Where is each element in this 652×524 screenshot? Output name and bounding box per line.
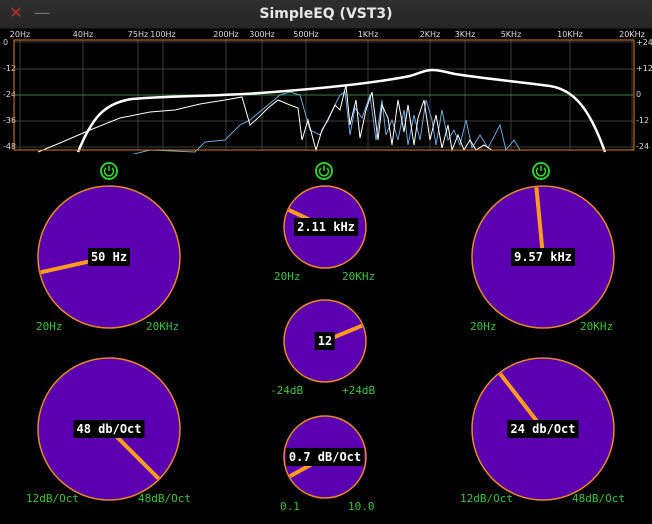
freq-label: 500Hz [293, 30, 319, 39]
peak-freq-min: 20Hz [274, 270, 301, 283]
low-cut-slope-value: 48 db/Oct [73, 420, 145, 438]
freq-label: 1KHz [357, 30, 379, 39]
db-label-right: +12 [636, 64, 652, 73]
freq-label: 10KHz [557, 30, 583, 39]
db-label-left: 0 [3, 38, 9, 47]
high-cut-slope-value: 24 db/Oct [507, 420, 579, 438]
right-channel-spectrum [131, 91, 521, 154]
freq-label: 5KHz [500, 30, 522, 39]
peak-freq-value: 2.11 kHz [294, 218, 358, 236]
freq-label: 100Hz [150, 30, 176, 39]
eq-response-curve [76, 68, 607, 153]
high-cut-freq-max: 20KHz [580, 320, 614, 333]
db-label-left: -36 [3, 116, 17, 125]
peak-quality-value: 0.7 dB/Oct [285, 448, 365, 466]
low-cut-bypass-power-icon[interactable] [100, 162, 118, 180]
knob-pointer [534, 187, 545, 254]
freq-label: 20Hz [9, 30, 31, 39]
freq-label: 20KHz [619, 30, 645, 39]
db-label-right: -24 [636, 142, 650, 151]
freq-label: 40Hz [72, 30, 94, 39]
knob-pointer [110, 430, 160, 480]
peak-quality-max: 10.0 [348, 500, 375, 513]
db-label-right: 0 [636, 90, 642, 99]
freq-label: 75Hz [127, 30, 149, 39]
peak-bypass-power-icon[interactable] [315, 162, 333, 180]
high-cut-freq-min: 20Hz [470, 320, 497, 333]
db-label-left: -48 [3, 142, 17, 151]
peak-freq-max: 20KHz [342, 270, 376, 283]
peak-gain-value: 12 [314, 332, 336, 350]
left-channel-spectrum [37, 84, 493, 153]
db-label-right: +24 [636, 38, 652, 47]
minimize-icon[interactable]: — [34, 3, 50, 22]
high-cut-slope-max: 48dB/Oct [572, 492, 625, 505]
high-cut-bypass-power-icon[interactable] [532, 162, 550, 180]
db-label-right: -12 [636, 116, 650, 125]
window-title: SimpleEQ (VST3) [259, 6, 393, 22]
spectrum-analyzer [13, 39, 635, 154]
freq-label: 300Hz [249, 30, 275, 39]
peak-gain-max: +24dB [342, 384, 376, 397]
freq-label: 3KHz [454, 30, 476, 39]
analyzer-frame [13, 39, 635, 151]
low-cut-freq-min: 20Hz [36, 320, 63, 333]
freq-label: 200Hz [213, 30, 239, 39]
freq-label: 2KHz [419, 30, 441, 39]
title-bar: ✕ — SimpleEQ (VST3) [0, 0, 652, 29]
low-cut-freq-max: 20KHz [146, 320, 180, 333]
peak-quality-min: 0.1 [280, 500, 300, 513]
low-cut-freq-value: 50 Hz [87, 248, 131, 266]
close-icon[interactable]: ✕ [9, 3, 23, 22]
low-cut-slope-min: 12dB/Oct [26, 492, 79, 505]
high-cut-freq-value: 9.57 kHz [511, 248, 575, 266]
low-cut-slope-max: 48dB/Oct [138, 492, 191, 505]
db-label-left: -24 [3, 90, 17, 99]
peak-gain-min: -24dB [270, 384, 304, 397]
db-label-left: -12 [3, 64, 17, 73]
high-cut-slope-min: 12dB/Oct [460, 492, 513, 505]
knob-pointer [498, 372, 543, 428]
